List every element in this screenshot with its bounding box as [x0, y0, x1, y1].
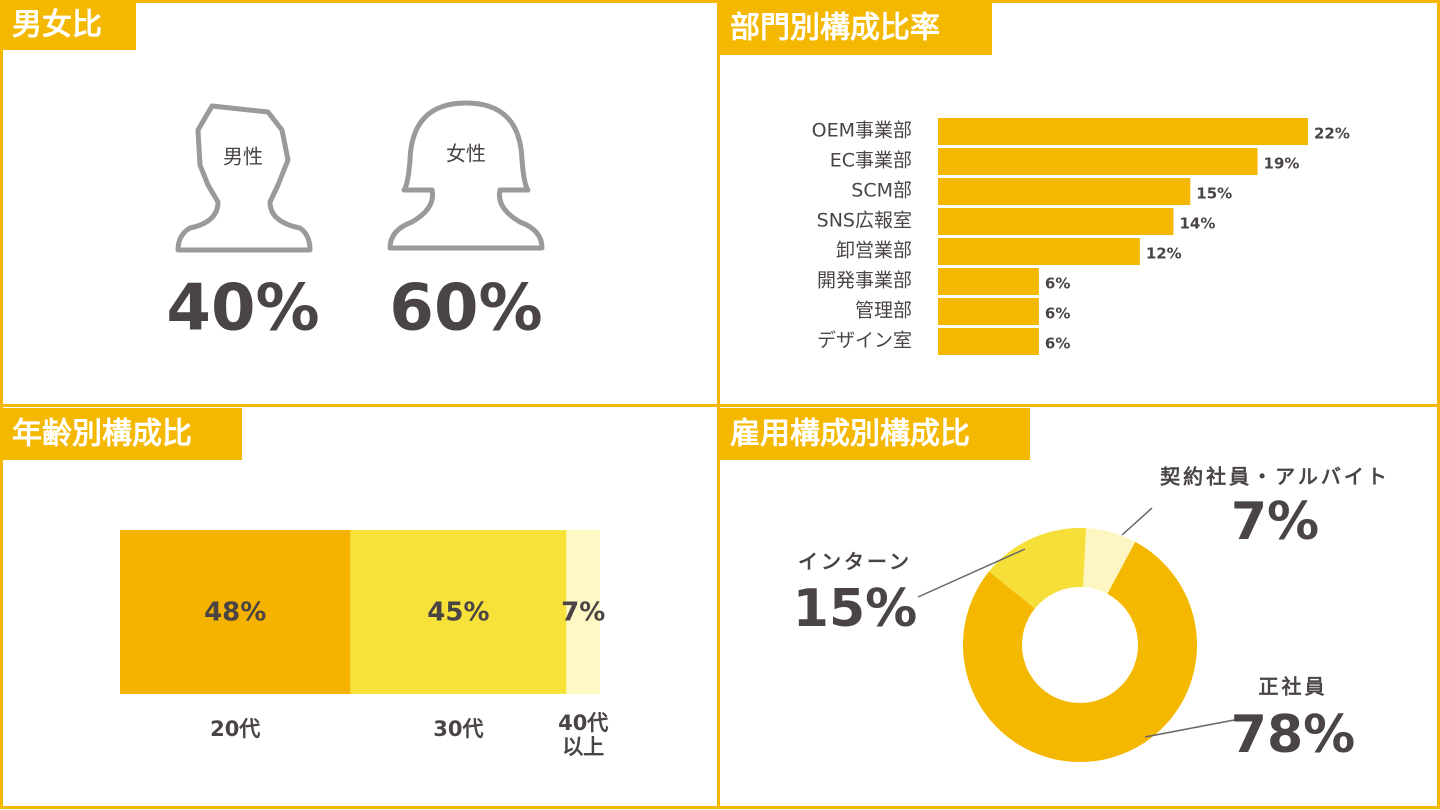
percent: 60% — [389, 272, 542, 346]
bar — [938, 238, 1140, 265]
panel — [717, 404, 1440, 809]
title-tag — [0, 408, 242, 460]
value-label: 19% — [1264, 155, 1300, 173]
slice-name: インターン — [798, 550, 912, 574]
segment-label: 45% — [427, 598, 489, 628]
panel-title: 男女比 — [12, 8, 102, 43]
category-label: 30代 — [433, 717, 483, 741]
panel — [0, 0, 720, 407]
value-label: 15% — [1196, 185, 1232, 203]
value-label: 6% — [1045, 275, 1070, 293]
leader-line — [917, 548, 1026, 598]
slice-value: 7% — [1231, 492, 1319, 552]
category-label: SCM部 — [851, 180, 912, 202]
slice — [1083, 528, 1136, 594]
category-label: SNS広報室 — [817, 210, 912, 232]
icon-label: 女性 — [446, 142, 486, 166]
bar — [938, 118, 1308, 145]
leader-line — [1144, 716, 1251, 738]
value-label: 6% — [1045, 335, 1070, 353]
bar — [938, 148, 1258, 175]
value-label: 6% — [1045, 305, 1070, 323]
title-tag — [720, 408, 1030, 460]
panel-title: 年齢別構成比 — [12, 417, 192, 452]
category-label: デザイン室 — [817, 330, 912, 352]
category-label: 40代以上 — [558, 711, 608, 759]
percent: 40% — [166, 272, 319, 346]
segment — [350, 530, 567, 694]
title-tag — [720, 0, 992, 55]
category-label: 20代 — [210, 717, 260, 741]
male-icon — [175, 103, 313, 253]
panel-title: 部門別構成比率 — [730, 11, 940, 46]
bar — [938, 178, 1191, 205]
segment-label: 48% — [204, 598, 266, 628]
category-label: 管理部 — [855, 300, 912, 322]
value-label: 14% — [1179, 215, 1215, 233]
slice — [962, 541, 1197, 763]
slice-value: 15% — [793, 579, 917, 639]
category-label: 開発事業部 — [817, 270, 912, 292]
female-icon — [387, 100, 545, 251]
icon-label: 男性 — [223, 145, 263, 169]
slice — [989, 528, 1087, 609]
bar — [938, 268, 1039, 295]
panel-title: 雇用構成別構成比 — [730, 417, 970, 452]
segment-label: 7% — [561, 598, 605, 628]
slice-value: 78% — [1231, 705, 1355, 765]
leader-line — [1121, 507, 1153, 536]
slice-name: 正社員 — [1259, 675, 1328, 699]
bar — [938, 328, 1039, 355]
bar — [938, 298, 1039, 325]
category-label: EC事業部 — [830, 150, 912, 172]
bar — [938, 208, 1174, 235]
value-label: 22% — [1314, 125, 1350, 143]
segment — [120, 530, 351, 694]
segment — [566, 530, 600, 694]
slice-name: 契約社員・アルバイト — [1159, 465, 1390, 489]
value-label: 12% — [1146, 245, 1182, 263]
title-tag — [0, 0, 136, 50]
category-label: 卸営業部 — [836, 240, 912, 262]
category-label: OEM事業部 — [812, 120, 912, 142]
